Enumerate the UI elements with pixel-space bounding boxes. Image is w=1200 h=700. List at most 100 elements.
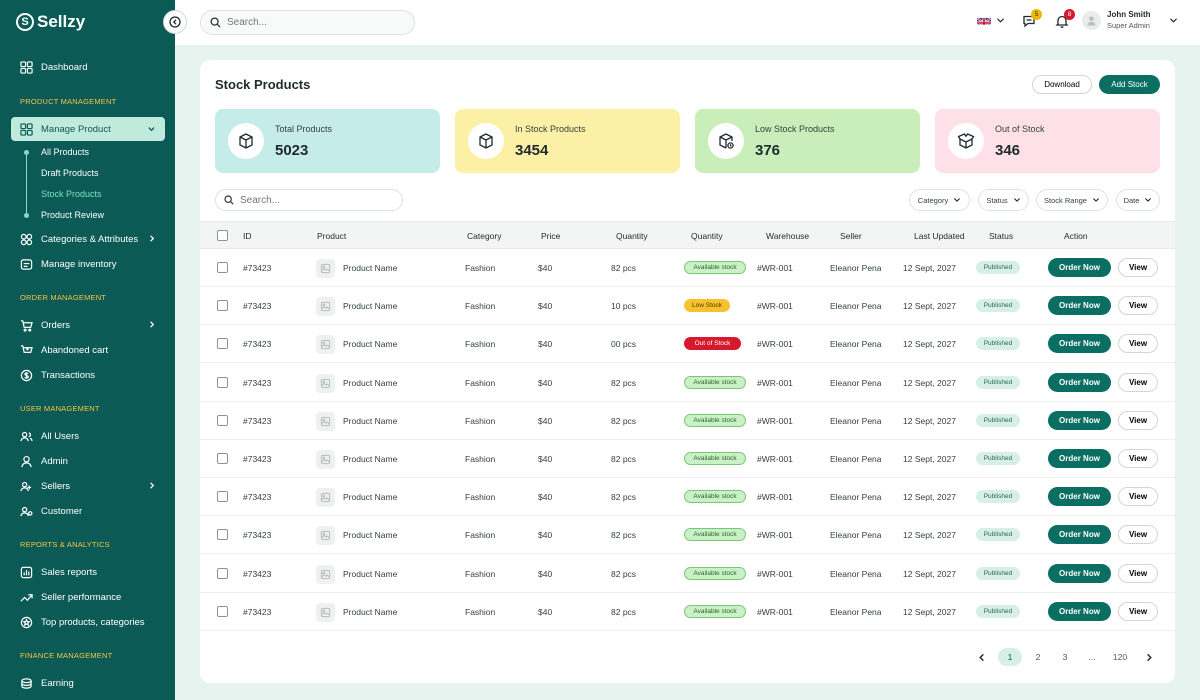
sidebar-item-categories[interactable]: Categories & Attributes — [11, 227, 165, 251]
sidebar-item-orders[interactable]: Orders — [11, 313, 165, 337]
table-row[interactable]: #73423 Product Name Fashion $40 82 pcs Availa… — [200, 555, 1175, 593]
order-now-button[interactable]: Order Now — [1048, 296, 1111, 316]
table-search[interactable] — [215, 189, 403, 211]
pagination-page[interactable]: 3 — [1062, 652, 1068, 662]
filter-status[interactable]: Status — [978, 189, 1029, 211]
sidebar-item-manage-product[interactable]: Manage Product — [11, 117, 165, 141]
column-header-price[interactable]: Price — [541, 231, 561, 241]
row-checkbox[interactable] — [217, 605, 228, 617]
row-product-name[interactable]: Product Name — [343, 530, 398, 541]
column-header-last-updated[interactable]: Last Updated — [914, 231, 965, 241]
sidebar-subitem-product-review[interactable]: Product Review — [41, 210, 105, 220]
view-button[interactable]: View — [1118, 487, 1158, 507]
view-button[interactable]: View — [1118, 525, 1158, 545]
sidebar-collapse-button[interactable] — [163, 10, 187, 34]
view-button[interactable]: View — [1118, 449, 1158, 468]
row-product-name[interactable]: Product Name — [343, 454, 398, 464]
pagination-prev-button[interactable] — [970, 648, 994, 666]
row-checkbox[interactable] — [217, 529, 228, 541]
filter-stock-range[interactable]: Stock Range — [1036, 189, 1108, 211]
sidebar-item-customer[interactable]: Customer — [11, 499, 165, 523]
table-row[interactable]: #73423 Product Name Fashion $40 82 pcs Availa… — [200, 516, 1175, 555]
column-header-id[interactable]: ID — [243, 231, 252, 241]
sidebar-item-abandoned-cart[interactable]: Abandoned cart — [11, 338, 165, 362]
row-checkbox[interactable] — [217, 491, 228, 503]
sidebar-subitem-all-products[interactable]: All Products — [41, 147, 90, 157]
pagination-page[interactable]: 1 — [998, 648, 1022, 666]
row-checkbox[interactable] — [217, 300, 228, 312]
column-header-seller[interactable]: Seller — [840, 231, 862, 241]
sidebar-item-sales-reports[interactable]: Sales reports — [11, 560, 165, 584]
table-row[interactable]: #73423 Product Name Fashion $40 82 pcs Availa… — [200, 364, 1175, 402]
row-product-name[interactable]: Product Name — [343, 606, 398, 617]
row-product-name[interactable]: Product Name — [343, 492, 398, 503]
view-button[interactable]: View — [1118, 601, 1158, 621]
order-now-button[interactable]: Order Now — [1048, 525, 1111, 545]
row-product-name[interactable]: Product Name — [343, 377, 398, 388]
column-header-product[interactable]: Product — [317, 231, 347, 241]
sidebar-subitem-stock-products[interactable]: Stock Products — [41, 189, 102, 199]
row-checkbox[interactable] — [217, 338, 228, 350]
order-now-button[interactable]: Order Now — [1048, 258, 1111, 277]
view-button[interactable]: View — [1118, 372, 1158, 392]
sidebar-item-earning[interactable]: Earning — [11, 671, 165, 695]
row-product-name[interactable]: Product Name — [343, 263, 398, 273]
column-header-status[interactable]: Status — [989, 231, 1014, 241]
global-search-input[interactable] — [227, 17, 397, 28]
row-checkbox[interactable] — [217, 414, 228, 426]
sidebar-item-transactions[interactable]: Transactions — [11, 363, 165, 387]
table-row[interactable]: #73423 Product Name Fashion $40 82 pcs Availa… — [200, 249, 1175, 287]
view-button[interactable]: View — [1118, 334, 1158, 354]
table-row[interactable]: #73423 Product Name Fashion $40 82 pcs Availa… — [200, 593, 1175, 631]
row-checkbox[interactable] — [217, 262, 228, 273]
messages-button[interactable]: 5 — [1022, 9, 1042, 33]
order-now-button[interactable]: Order Now — [1048, 563, 1111, 583]
row-checkbox[interactable] — [217, 453, 228, 464]
notifications-button[interactable]: 8 — [1055, 9, 1075, 33]
sidebar-item-top-products[interactable]: Top products, categories — [11, 610, 165, 634]
sidebar-item-seller-performance[interactable]: Seller performance — [11, 585, 165, 609]
select-all-checkbox[interactable] — [217, 230, 228, 241]
sidebar-subitem-draft-products[interactable]: Draft Products — [41, 168, 99, 178]
view-button[interactable]: View — [1118, 296, 1158, 316]
sidebar-item-admin[interactable]: Admin — [11, 449, 165, 473]
brand-logo[interactable]: S Sellzy — [16, 12, 85, 32]
row-product-name[interactable]: Product Name — [343, 301, 398, 312]
view-button[interactable]: View — [1118, 410, 1158, 430]
filter-category[interactable]: Category — [909, 189, 970, 211]
row-checkbox[interactable] — [217, 376, 228, 388]
table-row[interactable]: #73423 Product Name Fashion $40 82 pcs Availa… — [200, 440, 1175, 478]
view-button[interactable]: View — [1118, 563, 1158, 583]
sidebar-item-all-users[interactable]: All Users — [11, 424, 165, 448]
pagination-page[interactable]: 2 — [1035, 652, 1041, 662]
table-row[interactable]: #73423 Product Name Fashion $40 82 pcs Availa… — [200, 402, 1175, 440]
row-product-name[interactable]: Product Name — [343, 568, 398, 579]
view-button[interactable]: View — [1118, 258, 1158, 277]
pagination-next-button[interactable] — [1137, 648, 1161, 666]
sidebar-item-dashboard[interactable]: Dashboard — [11, 55, 165, 79]
order-now-button[interactable]: Order Now — [1048, 449, 1111, 468]
pagination-page[interactable]: 120 — [1112, 652, 1128, 662]
column-header-stock-quantity[interactable]: Quantity — [691, 231, 723, 241]
row-product-name[interactable]: Product Name — [343, 415, 398, 426]
global-search[interactable] — [200, 10, 415, 35]
order-now-button[interactable]: Order Now — [1048, 334, 1111, 354]
order-now-button[interactable]: Order Now — [1048, 410, 1111, 430]
row-checkbox[interactable] — [217, 567, 228, 579]
row-product-name[interactable]: Product Name — [343, 339, 398, 350]
language-chevron-down-icon[interactable] — [996, 17, 1005, 24]
column-header-quantity[interactable]: Quantity — [616, 231, 648, 241]
order-now-button[interactable]: Order Now — [1048, 372, 1111, 392]
table-row[interactable]: #73423 Product Name Fashion $40 00 pcs Out of… — [200, 325, 1175, 364]
filter-date[interactable]: Date — [1116, 189, 1160, 211]
table-search-input[interactable] — [240, 194, 390, 206]
column-header-warehouse[interactable]: Warehouse — [766, 231, 810, 241]
sidebar-item-inventory[interactable]: Manage inventory — [11, 252, 165, 276]
order-now-button[interactable]: Order Now — [1048, 487, 1111, 507]
sidebar-item-sellers[interactable]: Sellers — [11, 474, 165, 498]
order-now-button[interactable]: Order Now — [1048, 601, 1111, 621]
column-header-category[interactable]: Category — [467, 231, 502, 241]
uk-flag-icon[interactable] — [977, 15, 991, 25]
table-row[interactable]: #73423 Product Name Fashion $40 10 pcs Low St… — [200, 287, 1175, 326]
add-stock-button[interactable]: Add Stock — [1099, 75, 1160, 94]
